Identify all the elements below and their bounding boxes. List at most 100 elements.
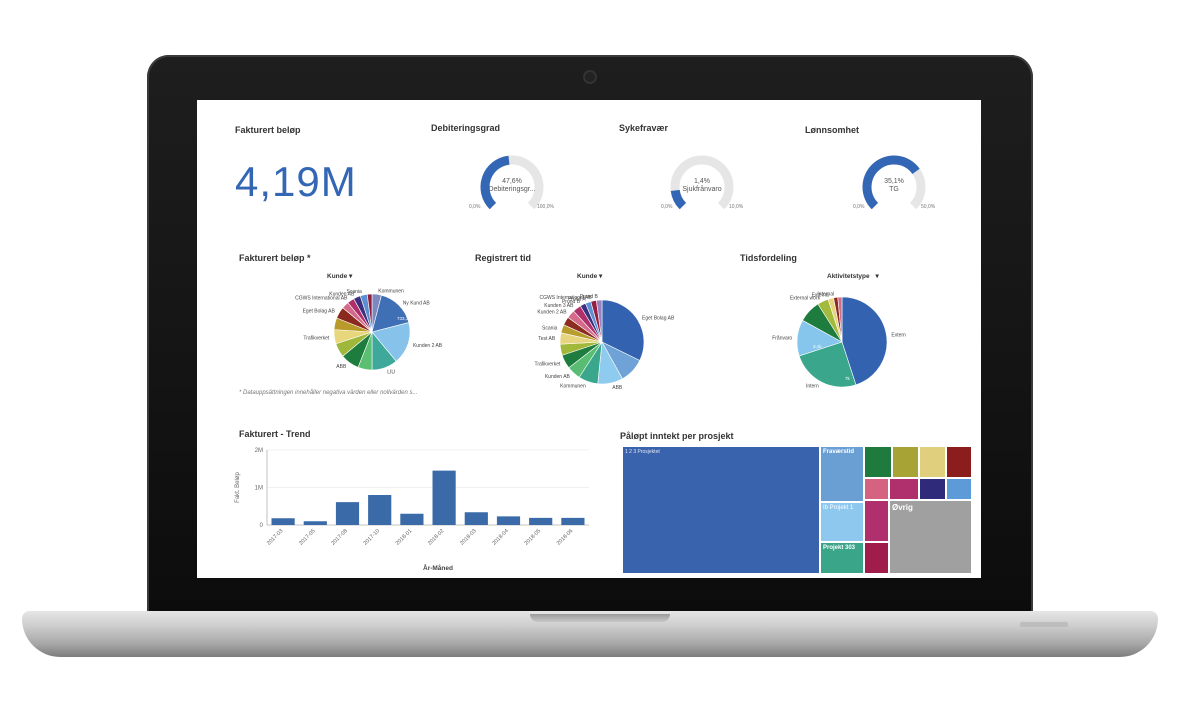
pie-registrert-slice-label: Kunden 2 AB: [537, 309, 567, 315]
pie-registrert-slice-label: Eget Bolag AB: [642, 316, 675, 322]
pie-tidsfordeling-slice-label: Externa: [812, 293, 829, 299]
pie-registrert-slice[interactable]: [596, 299, 603, 343]
trend-bar[interactable]: [400, 513, 424, 525]
pie-registrert-dimension[interactable]: Kunde ▾: [577, 273, 603, 280]
pie-fakturert-slice-label: Eget Bolag AB: [303, 309, 336, 315]
gauge-sykefravaer-track: [670, 155, 734, 210]
pie-tidsfordeling-slice[interactable]: [798, 341, 857, 388]
treemap-cell[interactable]: [889, 478, 919, 500]
pie-tidsfordeling-slice-label: Extern: [891, 332, 906, 338]
pie-fakturert-inner-value: 733,3k: [397, 316, 411, 321]
pie-tidsfordeling-slice-label: Intern: [806, 384, 819, 390]
trend-ytick: 0: [260, 523, 264, 529]
treemap-cell[interactable]: [946, 478, 972, 500]
trend-xtick: 2018-05: [524, 528, 543, 547]
pie-registrert-slice-label: Kunden 3 AB: [544, 303, 574, 309]
pie-tidsfordeling[interactable]: Extern Intern Frånvaro External workExterna…: [757, 282, 957, 397]
kpi-fakturert-value[interactable]: 4,19M: [235, 158, 357, 205]
pie-fakturert-slice[interactable]: [371, 322, 411, 362]
gauge-lonnsomhet-min: 0,0%: [853, 204, 865, 210]
pie-registrert-slice-label: Kunden AB: [545, 374, 571, 380]
gauge-sykefravaer-value: 1,4%: [694, 178, 710, 185]
pie-tidsfordeling-slice[interactable]: [841, 296, 888, 386]
trend-bar[interactable]: [368, 495, 392, 525]
gauge-lonnsomhet[interactable]: [849, 145, 939, 215]
gauge-sykefravaer-max: 10,0%: [729, 204, 744, 210]
trend-bar[interactable]: [464, 512, 488, 525]
trend-xtick: 2018-04: [491, 528, 510, 547]
chevron-down-icon: ▾: [599, 273, 603, 280]
trend-bar[interactable]: [335, 502, 360, 525]
trend-bar[interactable]: [271, 518, 295, 525]
laptop-indicator-light: [1020, 622, 1068, 627]
treemap-cell[interactable]: [919, 446, 946, 478]
treemap-cell-fraværstid[interactable]: Fraværstid: [820, 446, 864, 502]
pie-registrert-slice-label: Prund B: [580, 294, 599, 300]
trend-xtick: 2017-08: [330, 528, 349, 547]
treemap-cell-label: Fraværstid: [823, 449, 855, 455]
pie-registrert-title: Registrert tid: [475, 253, 532, 263]
pie-tidsfordeling-inner-value: 7k: [845, 376, 851, 381]
treemap-cell[interactable]: [864, 446, 892, 478]
treemap-cell-ib-projekt-1[interactable]: Ib Projekt 1: [820, 502, 864, 542]
pie-tidsfordeling-inner-value: 3,1k: [813, 344, 822, 349]
trend-bar[interactable]: [561, 517, 585, 525]
gauge-sykefravaer-fill: [670, 189, 687, 210]
pie-fakturert-slice[interactable]: [366, 293, 373, 333]
pie-registrert-slice-label: Test AB: [538, 336, 556, 342]
trend-ytick: 1M: [255, 486, 263, 492]
treemap-cell[interactable]: [892, 446, 919, 478]
pie-fakturert[interactable]: Kommunen Ny Kund AB Kunden 2 AB LIU ABB Trafi…: [257, 282, 457, 382]
pie-registrert-slice-label: Prund B: [562, 299, 581, 305]
treemap-cell[interactable]: [946, 446, 972, 478]
pie-tidsfordeling-title: Tidsfordeling: [740, 253, 797, 263]
gauge-debitering-max: 100,0%: [537, 204, 554, 210]
treemap-cell[interactable]: [919, 478, 946, 500]
pie-tidsfordeling-dimension[interactable]: Aktivitetstype ▾: [827, 273, 879, 280]
treemap-title: Påløpt inntekt per prosjekt: [620, 431, 734, 441]
kpi-debitering-title: Debiteringsgrad: [431, 123, 501, 133]
pie-fakturert-slice-label: ABB: [336, 364, 347, 370]
trend-xlabel: År-Måned: [423, 563, 453, 572]
trend-bar[interactable]: [496, 516, 521, 525]
treemap-cell-projekt-303[interactable]: Projekt 303: [820, 542, 864, 574]
laptop-notch: [530, 614, 670, 622]
treemap-cell-øvrig[interactable]: Øvrig: [889, 500, 972, 574]
treemap[interactable]: 1 2 3 Prosjektet Fraværstid Ib Projekt 1 Pr…: [622, 446, 972, 574]
pie-registrert-slice-label: Trafikverket: [534, 362, 561, 368]
gauge-lonnsomhet-value: 35,1%: [884, 178, 904, 185]
gauge-debitering[interactable]: [467, 145, 557, 215]
trend-xtick: 2018-03: [459, 528, 478, 547]
treemap-cell[interactable]: [864, 478, 889, 500]
gauge-sykefravaer[interactable]: [657, 145, 747, 215]
pie-registrert[interactable]: Eget Bolag AB ABB Kommunen Kunden AB Trafikv…: [497, 282, 697, 397]
kpi-lonnsomhet-title: Lønnsomhet: [805, 125, 859, 135]
trend-bar[interactable]: [432, 470, 456, 525]
pie-fakturert-slice-label: CGWS International AB: [295, 295, 348, 301]
treemap-cell-1-2-3-prosjektet[interactable]: 1 2 3 Prosjektet: [622, 446, 820, 574]
trend-ytick: 2M: [255, 448, 263, 454]
pie-fakturert-slice-label: LIU: [387, 370, 395, 376]
gauge-debitering-label: Debiteringsgr...: [488, 186, 536, 193]
pie-registrert-slice[interactable]: [601, 299, 645, 361]
treemap-cell-label: Øvrig: [892, 503, 913, 512]
pie-tidsfordeling-slice-label: External work: [790, 296, 821, 302]
kpi-sykefravaer-title: Sykefravær: [619, 123, 669, 133]
treemap-cell[interactable]: [864, 500, 889, 542]
pie-fakturert-dimension[interactable]: Kunde ▾: [327, 273, 353, 280]
pie-tidsfordeling-slice-label: Internal: [817, 291, 834, 297]
trend-xtick: 2017-10: [363, 528, 382, 547]
trend-bar[interactable]: [529, 517, 553, 525]
trend-xtick: 2018-02: [427, 528, 446, 547]
trend-bar[interactable]: [303, 521, 327, 525]
pie-tidsfordeling-slice[interactable]: [837, 296, 843, 343]
treemap-cell[interactable]: [864, 542, 889, 574]
chevron-down-icon: ▾: [875, 273, 879, 280]
pie-fakturert-slice-label: Kommunen: [378, 288, 404, 294]
pie-fakturert-slice-label: Trafikverket: [303, 335, 330, 341]
trend-ylabel: Fakt. Beløp: [235, 472, 241, 503]
trend-xtick: 2018-01: [395, 528, 414, 547]
pie-registrert-slice-label: Scania: [542, 325, 558, 331]
pie-registrert-slice-label: Kommunen: [560, 383, 586, 389]
